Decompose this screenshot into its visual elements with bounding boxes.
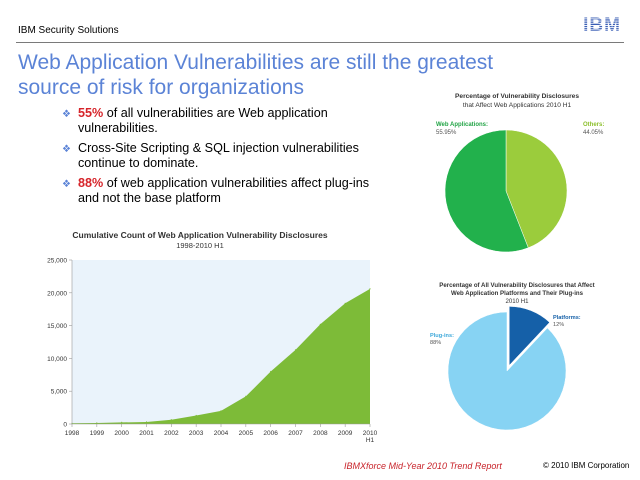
area-point bbox=[96, 422, 98, 424]
area-chart: Cumulative Count of Web Application Vuln… bbox=[47, 230, 378, 444]
area-point bbox=[195, 414, 197, 417]
footer-report: IBMXforce Mid-Year 2010 Trend Report bbox=[344, 461, 502, 471]
logo-stripe bbox=[579, 31, 625, 33]
header-divider bbox=[16, 42, 624, 43]
logo-stripe bbox=[579, 25, 625, 26]
area-point bbox=[121, 421, 123, 423]
ibm-logo: IBM bbox=[579, 15, 625, 34]
area-point bbox=[344, 302, 346, 304]
y-tick-label: 20,000 bbox=[47, 290, 67, 297]
x-tick-label: 2010 H1 bbox=[363, 430, 378, 444]
y-tick-label: 0 bbox=[63, 422, 67, 429]
x-axis: 1998 1999 2000 2001 2002 2003 2004 2005 2006 2007… bbox=[65, 423, 378, 444]
pie2-value-platforms: 12% bbox=[553, 322, 564, 328]
ibm-logo-text: IBM bbox=[583, 15, 621, 34]
area-point bbox=[245, 395, 247, 397]
pie-slice bbox=[505, 129, 568, 249]
y-tick-label: 5,000 bbox=[51, 389, 68, 396]
logo-stripe bbox=[579, 16, 625, 18]
pie1-title-line1: Percentage of Vulnerability Disclosures bbox=[455, 93, 579, 100]
bullet-highlight: 88% bbox=[78, 176, 104, 190]
bullet-diamond-icon: ❖ bbox=[62, 179, 71, 190]
bullet-item: ❖ 88% of web application vulnerabilities… bbox=[62, 176, 382, 206]
y-tick-label: 15,000 bbox=[47, 323, 67, 330]
logo-stripe bbox=[579, 29, 625, 31]
x-tick-label: 2003 bbox=[189, 430, 204, 437]
pie2-label-platforms: Platforms: bbox=[553, 315, 581, 321]
pie1-slices bbox=[444, 129, 568, 253]
bullet-item: ❖ Cross-Site Scripting & SQL injection v… bbox=[62, 141, 382, 171]
logo-stripe bbox=[579, 20, 625, 22]
x-tick-label: 2004 bbox=[214, 430, 229, 437]
area-point bbox=[369, 288, 371, 290]
bullet-highlight: 55% bbox=[78, 106, 104, 120]
x-tick-label: 1999 bbox=[90, 430, 105, 437]
pie-chart-web-apps: Percentage of Vulnerability Disclosures … bbox=[436, 93, 604, 253]
pie2-subtitle: 2010 H1 bbox=[505, 298, 529, 305]
logo-stripe bbox=[579, 18, 625, 20]
pie2-title-line2: Web Application Platforms and Their Plug… bbox=[451, 290, 584, 297]
x-tick-label: 2002 bbox=[164, 430, 179, 437]
pie-chart-plugins: Percentage of All Vulnerability Disclosu… bbox=[430, 282, 595, 431]
footer-copyright: © 2010 IBM Corporation bbox=[543, 461, 630, 470]
y-tick-label: 10,000 bbox=[47, 356, 67, 363]
header-brand: IBM Security Solutions bbox=[18, 25, 119, 36]
area-point bbox=[145, 421, 148, 423]
x-tick-label: 2006 bbox=[263, 430, 278, 437]
pie1-value-webapps: 55.95% bbox=[436, 130, 457, 136]
x-tick-label: 2005 bbox=[239, 430, 254, 437]
bullet-list: ❖ 55% of all vulnerabilities are Web app… bbox=[62, 106, 382, 211]
area-chart-title: Cumulative Count of Web Application Vuln… bbox=[72, 230, 327, 240]
area-point bbox=[270, 370, 272, 373]
pie2-title-line1: Percentage of All Vulnerability Disclosu… bbox=[439, 282, 594, 289]
bullet-diamond-icon: ❖ bbox=[62, 144, 71, 155]
x-tick-label: 1998 bbox=[65, 430, 80, 437]
area-point bbox=[294, 349, 297, 351]
x-tick-label: 2008 bbox=[313, 430, 328, 437]
pie1-label-others: Others: bbox=[583, 122, 604, 128]
area-layer bbox=[71, 288, 371, 424]
logo-stripes: IBM bbox=[579, 15, 625, 34]
x-tick-label: 2007 bbox=[288, 430, 303, 437]
area-series bbox=[72, 288, 370, 424]
x-tick-label: 2009 bbox=[338, 430, 353, 437]
area-point bbox=[319, 323, 321, 325]
bullet-item: ❖ 55% of all vulnerabilities are Web app… bbox=[62, 106, 382, 136]
bullet-text: of web application vulnerabilities affec… bbox=[78, 176, 370, 205]
bullet-text: Cross-Site Scripting & SQL injection vul… bbox=[78, 141, 359, 170]
logo-stripe bbox=[579, 27, 625, 29]
y-tick-label: 25,000 bbox=[47, 258, 67, 265]
pie1-label-webapps: Web Applications: bbox=[436, 122, 488, 128]
pie-slice bbox=[508, 306, 550, 367]
pie-slice bbox=[444, 129, 529, 253]
bullet-diamond-icon: ❖ bbox=[62, 109, 71, 120]
pie2-value-plugins: 88% bbox=[430, 340, 441, 346]
pie1-value-others: 44.05% bbox=[583, 130, 604, 136]
area-chart-subtitle: 1998-2010 H1 bbox=[176, 241, 224, 250]
logo-stripe bbox=[579, 22, 625, 24]
y-axis: 0 5,000 10,000 15,000 20,000 25,000 bbox=[47, 258, 73, 429]
area-point bbox=[220, 410, 222, 412]
pie-slice bbox=[447, 311, 567, 431]
pie2-slices bbox=[447, 306, 567, 431]
area-point bbox=[170, 419, 172, 421]
pie2-label-plugins: Plug-ins: bbox=[430, 333, 454, 339]
x-tick-label: 2001 bbox=[139, 430, 154, 437]
pie1-title-line2: that Affect Web Applications 2010 H1 bbox=[463, 102, 572, 109]
x-tick-label: 2000 bbox=[114, 430, 129, 437]
slide-title: Web Application Vulnerabilities are stil… bbox=[18, 51, 494, 99]
bullet-text: of all vulnerabilities are Web applicati… bbox=[78, 106, 328, 135]
